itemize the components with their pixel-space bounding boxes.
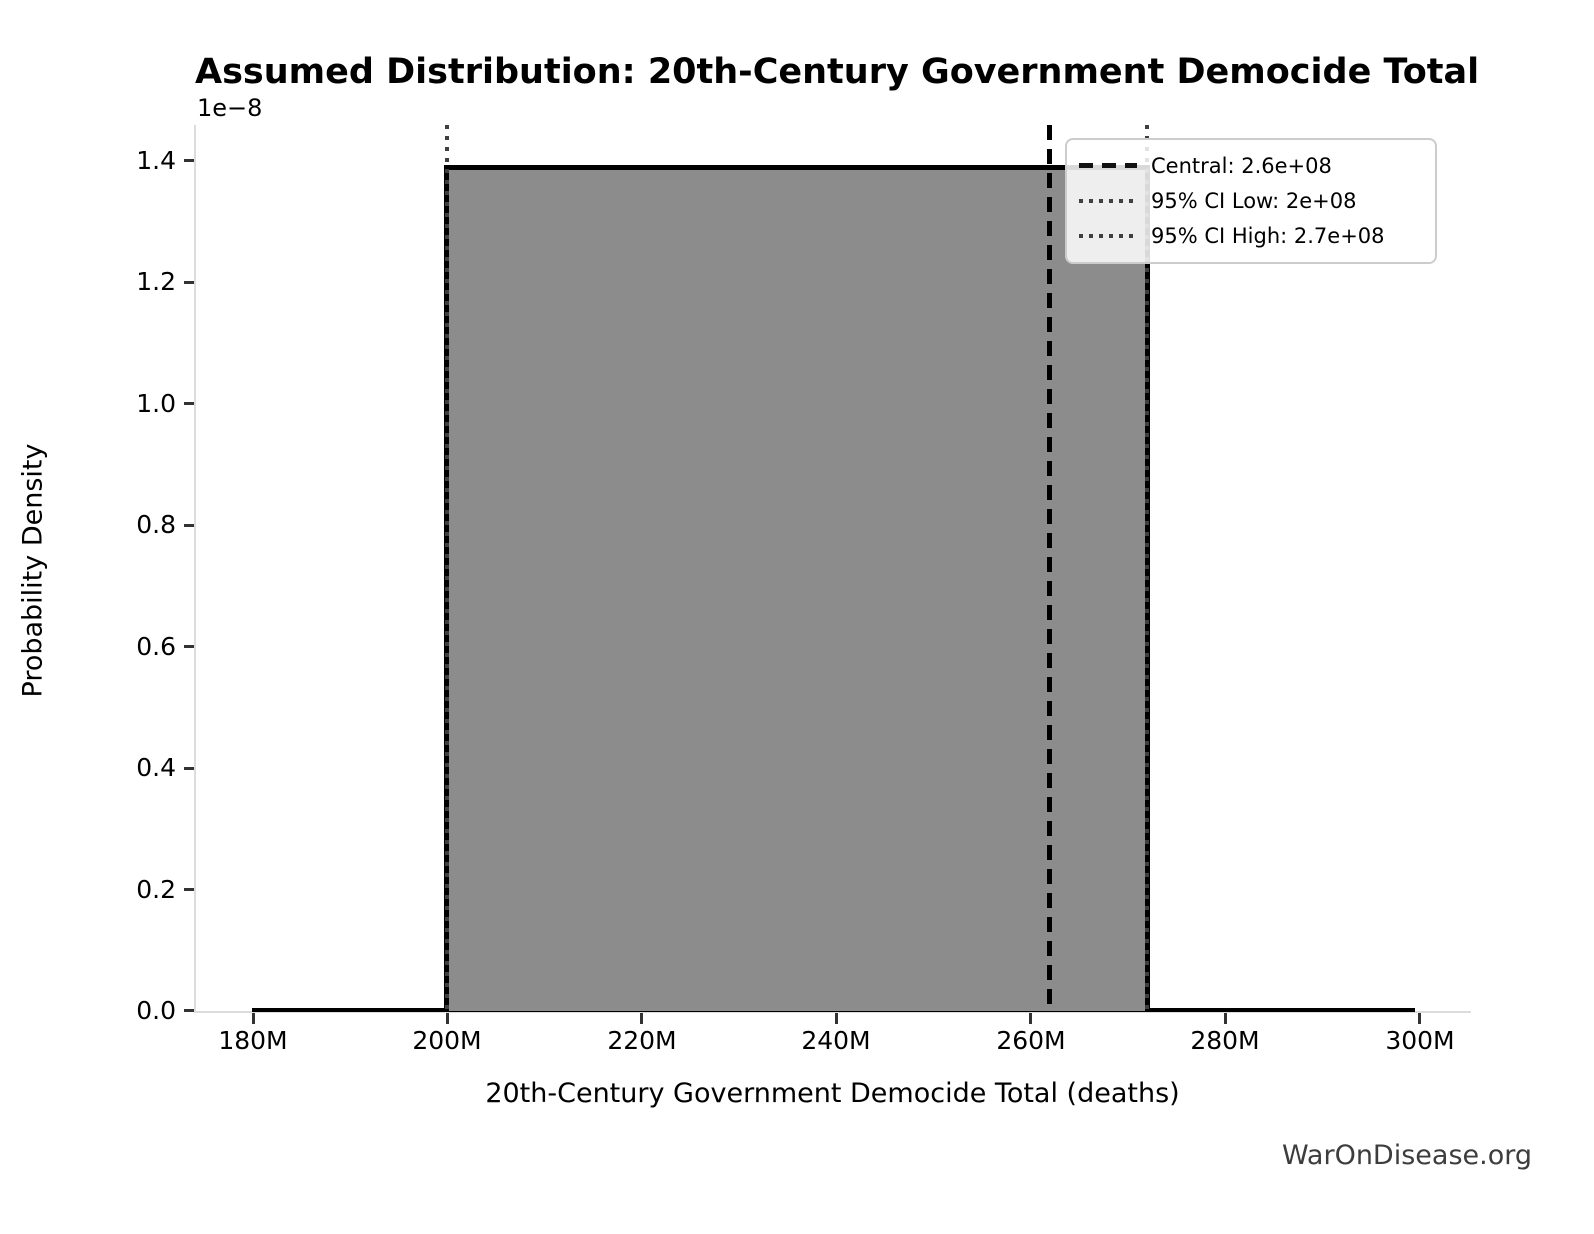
distribution-area — [444, 165, 1150, 1011]
dotted-line-icon — [1079, 234, 1137, 239]
x-tick-mark — [446, 1013, 449, 1024]
legend-item-label: 95% CI High: 2.7e+08 — [1151, 224, 1385, 249]
x-axis-label: 20th-Century Government Democide Total (… — [485, 1078, 1180, 1109]
x-tick-mark — [835, 1013, 838, 1024]
y-tick-label: 0.4 — [136, 753, 176, 782]
y-tick-mark — [184, 402, 194, 405]
ci-low-dotted-line — [445, 125, 449, 1011]
x-tick-mark — [252, 1013, 255, 1024]
legend-item-ci-high: 95% CI High: 2.7e+08 — [1079, 224, 1423, 248]
y-axis-offset-label: 1e−8 — [197, 94, 263, 122]
watermark: WarOnDisease.org — [1281, 1140, 1532, 1171]
x-tick-label: 240M — [801, 1026, 871, 1055]
y-tick-label: 1.2 — [136, 267, 176, 296]
x-tick-mark — [1224, 1013, 1227, 1024]
y-tick-mark — [184, 159, 194, 162]
y-tick-label: 0.6 — [136, 632, 176, 661]
y-tick-label: 1.4 — [136, 146, 176, 175]
x-tick-mark — [1029, 1013, 1032, 1024]
legend-item-label: Central: 2.6e+08 — [1151, 153, 1332, 178]
chart-title: Assumed Distribution: 20th-Century Gover… — [195, 52, 1480, 92]
left-spine — [194, 125, 196, 1013]
x-tick-mark — [1418, 1013, 1421, 1024]
x-tick-label: 300M — [1385, 1026, 1455, 1055]
y-tick-mark — [184, 281, 194, 284]
x-tick-label: 200M — [412, 1026, 482, 1055]
bottom-spine — [194, 1011, 1471, 1013]
ci-high-dotted-line — [1145, 125, 1149, 1011]
central-dashed-line — [1047, 125, 1052, 1011]
y-tick-mark — [184, 524, 194, 527]
x-tick-label: 180M — [218, 1026, 288, 1055]
legend-item-central: Central: 2.6e+08 — [1079, 154, 1423, 178]
x-tick-label: 280M — [1190, 1026, 1260, 1055]
dotted-line-icon — [1079, 198, 1137, 203]
legend-item-label: 95% CI Low: 2e+08 — [1151, 188, 1357, 213]
y-tick-mark — [184, 767, 194, 770]
y-tick-label: 0.2 — [136, 875, 176, 904]
y-axis-label: Probability Density — [17, 443, 49, 698]
y-tick-label: 1.0 — [136, 389, 176, 418]
y-tick-mark — [184, 888, 194, 891]
y-tick-label: 0.0 — [136, 996, 176, 1025]
x-tick-mark — [640, 1013, 643, 1024]
x-tick-label: 260M — [996, 1026, 1066, 1055]
legend: Central: 2.6e+08 95% CI Low: 2e+08 95% C… — [1065, 138, 1437, 264]
y-tick-mark — [184, 1009, 194, 1012]
dashed-line-icon — [1079, 163, 1137, 169]
y-tick-mark — [184, 645, 194, 648]
y-tick-label: 0.8 — [136, 510, 176, 539]
x-tick-label: 220M — [607, 1026, 677, 1055]
legend-item-ci-low: 95% CI Low: 2e+08 — [1079, 189, 1423, 213]
